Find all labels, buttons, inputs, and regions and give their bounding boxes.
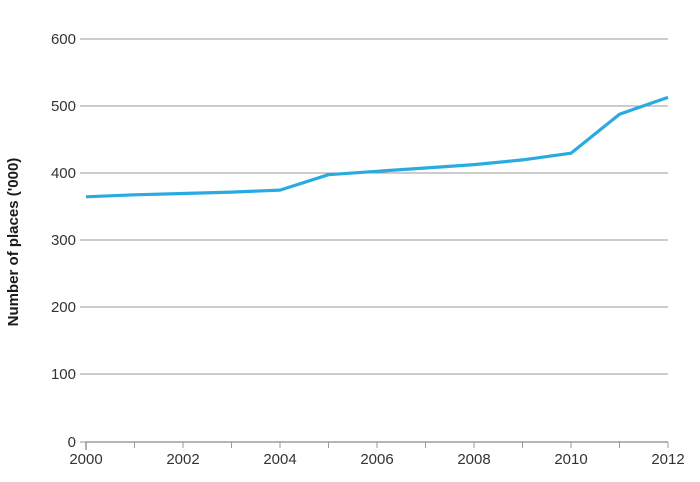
svg-text:300: 300 <box>51 232 76 249</box>
svg-text:Number of places ('000): Number of places ('000) <box>5 158 22 327</box>
svg-text:2000: 2000 <box>69 451 102 468</box>
svg-text:2012: 2012 <box>651 451 684 468</box>
svg-text:0: 0 <box>68 434 76 451</box>
svg-text:500: 500 <box>51 98 76 115</box>
svg-text:200: 200 <box>51 299 76 316</box>
svg-text:2004: 2004 <box>263 451 296 468</box>
svg-text:600: 600 <box>51 31 76 48</box>
svg-text:2002: 2002 <box>166 451 199 468</box>
svg-text:100: 100 <box>51 366 76 383</box>
svg-text:2006: 2006 <box>360 451 393 468</box>
svg-text:2010: 2010 <box>554 451 587 468</box>
svg-text:2008: 2008 <box>457 451 490 468</box>
svg-text:400: 400 <box>51 165 76 182</box>
